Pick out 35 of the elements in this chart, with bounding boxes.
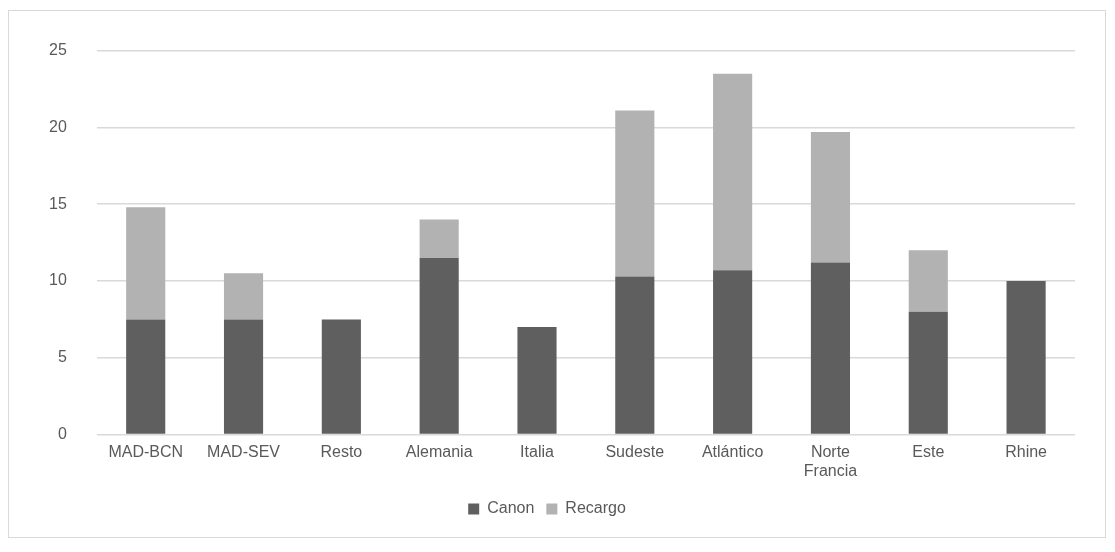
x-tick-label: MAD-BCN [108, 442, 184, 460]
y-tick-label: 0 [57, 425, 67, 443]
bar [615, 276, 655, 434]
bar [810, 132, 851, 263]
y-tick-label: 15 [49, 194, 67, 212]
x-tick-label: Atlántico [701, 442, 764, 460]
y-tick-label: 25 [49, 41, 67, 59]
bar [419, 219, 459, 258]
bar [713, 270, 753, 434]
x-tick-label: Rhine [1005, 442, 1048, 460]
y-tick-label: 10 [49, 271, 67, 289]
bar [908, 311, 948, 434]
y-tick-label: 5 [57, 348, 67, 366]
bar [908, 250, 948, 312]
x-tick-label: Sudeste [605, 442, 665, 460]
bar [517, 327, 557, 434]
bar [126, 319, 166, 434]
bar [321, 319, 361, 434]
x-tick-label: Este [912, 442, 945, 460]
x-tick-label: Alemania [405, 442, 473, 460]
bar [223, 273, 264, 320]
bar [126, 207, 166, 320]
y-tick-label: 20 [49, 117, 67, 135]
bar [223, 319, 264, 434]
x-tick-label: Italia [520, 442, 554, 460]
bar [1006, 281, 1046, 434]
x-tick-label: Norte Francia [803, 442, 858, 479]
x-tick-label: MAD-SEV [207, 442, 281, 460]
legend-label: Canon [487, 499, 535, 517]
legend-label: Recargo [565, 499, 626, 517]
x-tick-label: Resto [320, 442, 363, 460]
bar [615, 110, 655, 277]
bar [419, 257, 459, 434]
bar [713, 73, 753, 271]
bar [810, 262, 851, 434]
